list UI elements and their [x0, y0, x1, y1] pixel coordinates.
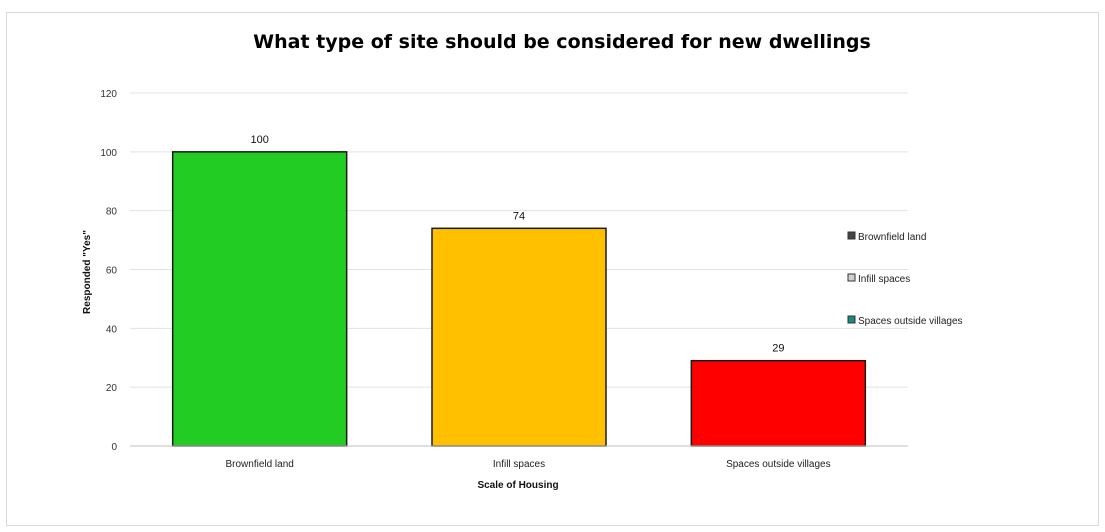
legend-swatch: [847, 273, 856, 282]
bars: [171, 151, 867, 447]
data-label: 29: [772, 343, 784, 355]
legend: Brownfield land Infill spaces Spaces outsi…: [847, 231, 963, 327]
y-tick-label: 100: [100, 148, 117, 159]
bar: [690, 359, 867, 447]
y-axis-ticks: 0 20 40 60 80 100 120: [100, 89, 117, 453]
x-tick-label: Spaces outside villages: [726, 459, 831, 470]
x-tick-label: Infill spaces: [493, 459, 545, 470]
data-label: 100: [250, 134, 268, 146]
x-axis-title: Scale of Housing: [477, 480, 558, 491]
y-tick-label: 120: [100, 89, 117, 100]
bar: [171, 151, 348, 447]
legend-entry: Spaces outside villages: [858, 316, 963, 327]
y-tick-label: 40: [106, 324, 118, 335]
x-axis-categories: Brownfield land Infill spaces Spaces outsi…: [225, 459, 830, 470]
legend-entry: Brownfield land: [858, 232, 926, 243]
data-labels: 100 74 29: [250, 134, 784, 355]
x-tick-label: Brownfield land: [225, 459, 293, 470]
data-label: 74: [513, 210, 525, 222]
y-axis-title: Responded "Yes": [82, 230, 93, 314]
y-tick-label: 20: [106, 383, 118, 394]
legend-entry: Infill spaces: [858, 274, 910, 285]
y-tick-label: 60: [106, 266, 118, 277]
legend-swatch: [847, 315, 856, 324]
y-tick-label: 0: [111, 442, 117, 453]
chart-title: What type of site should be considered f…: [253, 31, 871, 53]
y-tick-label: 80: [106, 207, 118, 218]
bar: [431, 227, 607, 447]
legend-swatch: [847, 231, 856, 240]
